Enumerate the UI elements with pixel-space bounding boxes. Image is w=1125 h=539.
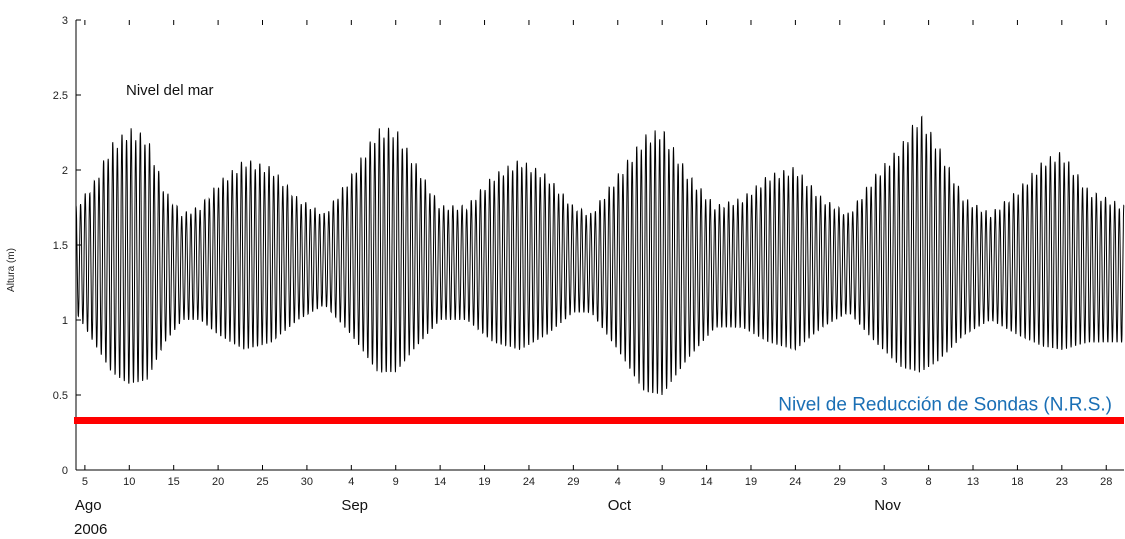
x-tick-label: 13	[967, 476, 979, 488]
x-tick-label: 5	[82, 476, 88, 488]
month-label: Oct	[608, 497, 632, 514]
x-tick-label: 10	[123, 476, 135, 488]
y-tick-label: 1.5	[53, 240, 68, 252]
y-tick-label: 1	[62, 315, 68, 327]
x-tick-label: 30	[301, 476, 313, 488]
x-tick-label: 25	[256, 476, 268, 488]
x-tick-label: 24	[789, 476, 801, 488]
x-tick-label: 14	[434, 476, 446, 488]
y-tick-label: 2	[62, 165, 68, 177]
y-tick-label: 0.5	[53, 390, 68, 402]
x-tick-label: 9	[659, 476, 665, 488]
month-label: Ago	[75, 497, 102, 514]
month-label: Nov	[874, 497, 901, 514]
y-tick-label: 3	[62, 15, 68, 27]
x-tick-label: 14	[700, 476, 712, 488]
x-tick-label: 29	[567, 476, 579, 488]
y-tick-label: 2.5	[53, 90, 68, 102]
month-label: Sep	[341, 497, 368, 514]
year-label: 2006	[74, 521, 107, 538]
y-axis-label: Altura (m)	[6, 248, 17, 292]
x-tick-label: 20	[212, 476, 224, 488]
x-tick-label: 19	[745, 476, 757, 488]
y-tick-label: 0	[62, 465, 68, 477]
x-tick-label: 19	[478, 476, 490, 488]
x-tick-label: 9	[393, 476, 399, 488]
series-line-0	[75, 115, 1125, 396]
x-tick-label: 28	[1100, 476, 1112, 488]
x-tick-label: 23	[1056, 476, 1068, 488]
x-tick-label: 29	[834, 476, 846, 488]
x-tick-label: 4	[615, 476, 621, 488]
x-tick-label: 3	[881, 476, 887, 488]
reference-layer: Nivel de Reducción de Sondas (N.R.S.)	[74, 395, 1124, 424]
y-axis: 0 0.5 1 1.5 2 2.5 3	[53, 15, 81, 477]
reference-line-label: Nivel de Reducción de Sondas (N.R.S.)	[778, 395, 1112, 416]
chart-title: Nivel del mar	[126, 82, 214, 99]
x-tick-label: 8	[926, 476, 932, 488]
x-tick-label: 18	[1011, 476, 1023, 488]
x-axis: 5 10 15 20 25 30 4 9 14 19 24 29 4 9 14 19 24 29 3 8 13 18 23 2…	[75, 20, 1112, 514]
x-tick-label: 24	[523, 476, 535, 488]
x-tick-label: 15	[168, 476, 180, 488]
series-layer	[75, 115, 1125, 396]
x-tick-label: 4	[348, 476, 354, 488]
